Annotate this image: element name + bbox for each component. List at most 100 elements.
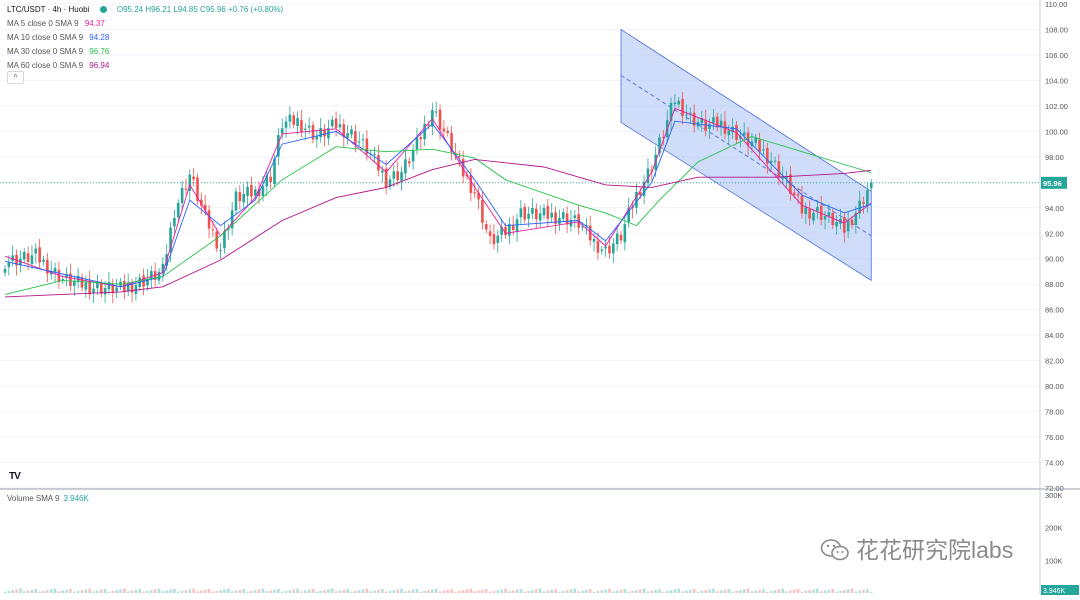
volume-bar — [665, 590, 669, 593]
y-tick-label: 90.00 — [1045, 255, 1064, 264]
candle — [473, 192, 476, 194]
volume-bar — [581, 590, 584, 593]
volume-bar — [789, 590, 792, 593]
volume-bar — [481, 589, 484, 593]
volume-bar — [30, 589, 34, 593]
volume-bar — [804, 590, 808, 593]
candle — [766, 148, 769, 164]
y-tick-label: 106.00 — [1045, 51, 1068, 60]
candle — [846, 220, 850, 232]
volume-bar — [446, 589, 450, 593]
volume-bar — [334, 591, 338, 593]
candle — [11, 255, 14, 261]
candle — [180, 187, 184, 203]
ohlc-values: O95.24 H96.21 L94.85 C95.96 +0.76 (+0.80… — [116, 5, 284, 14]
candle — [111, 284, 115, 294]
candle — [73, 280, 76, 286]
volume-bar — [384, 591, 388, 593]
candle — [7, 262, 11, 268]
candle — [377, 155, 380, 171]
volume-bar — [669, 590, 673, 593]
candle — [107, 282, 111, 290]
volume-legend[interactable]: Volume SMA 9 3.946K — [7, 494, 89, 503]
volume-bar — [38, 591, 41, 593]
volume-bar — [338, 590, 342, 593]
candle — [742, 132, 746, 136]
legend-ma10-row[interactable]: MA 10 close 0 SMA 9 94.28 — [7, 31, 283, 45]
y-tick-label: 74.00 — [1045, 459, 1064, 468]
volume-bar — [754, 590, 758, 593]
candle — [134, 285, 138, 294]
ma10-label: MA 10 close 0 SMA 9 — [7, 33, 84, 42]
candle — [458, 155, 461, 158]
volume-bar — [819, 591, 823, 593]
legend-ma30-row[interactable]: MA 30 close 0 SMA 9 96.76 — [7, 45, 283, 59]
legend-ma5-row[interactable]: MA 5 close 0 SMA 9 94.37 — [7, 17, 283, 31]
y-tick-label: 104.00 — [1045, 76, 1068, 85]
candle — [869, 182, 873, 189]
candle — [311, 125, 315, 140]
legend-collapse-button[interactable]: ^ — [7, 71, 24, 84]
volume-bar — [558, 591, 561, 593]
candle — [427, 124, 430, 126]
volume-bar — [750, 591, 754, 593]
y-tick-label: 102.00 — [1045, 102, 1068, 111]
volume-bar — [731, 591, 734, 593]
volume-bar — [388, 590, 392, 593]
candle — [488, 231, 492, 237]
ma60-label: MA 60 close 0 SMA 9 — [7, 61, 84, 70]
volume-bar — [708, 589, 711, 593]
tradingview-logo[interactable]: TV — [9, 471, 21, 482]
candle — [542, 207, 546, 216]
candle — [515, 219, 519, 232]
ma10-value: 94.28 — [89, 33, 110, 42]
candle — [531, 208, 534, 214]
volume-bar — [119, 589, 122, 593]
volume-bar — [53, 588, 57, 593]
volume-bar — [827, 589, 831, 593]
candle — [754, 137, 758, 143]
candle — [627, 207, 630, 223]
symbol-label[interactable]: LTC/USDT · 4h · Huobi — [7, 5, 90, 14]
volume-bar — [792, 589, 796, 593]
candle — [130, 283, 134, 293]
candle — [99, 282, 103, 294]
volume-tick-label: 100K — [1045, 556, 1063, 565]
volume-bar — [169, 589, 172, 593]
volume-bar — [330, 588, 334, 593]
candle — [223, 231, 226, 249]
volume-bar — [22, 591, 26, 593]
candle — [146, 279, 149, 286]
volume-bar — [88, 588, 91, 593]
candle — [746, 132, 750, 146]
y-tick-label: 100.00 — [1045, 127, 1068, 136]
volume-bar — [588, 588, 592, 593]
candle — [615, 233, 619, 245]
candle — [762, 149, 765, 151]
volume-bar — [500, 589, 503, 593]
volume-bar — [438, 591, 442, 593]
volume-bar — [49, 589, 53, 593]
volume-bar — [296, 588, 299, 593]
candle — [411, 150, 415, 162]
candle — [384, 168, 388, 188]
candle — [854, 212, 858, 225]
candle — [396, 171, 399, 181]
candle — [550, 212, 553, 218]
legend-ma60-row[interactable]: MA 60 close 0 SMA 9 96.94 — [7, 59, 283, 73]
volume-bar — [773, 590, 777, 593]
ma60-line — [4, 158, 872, 298]
volume-bar — [215, 590, 219, 593]
y-tick-label: 94.00 — [1045, 204, 1064, 213]
candle — [392, 171, 396, 179]
candle — [596, 241, 600, 253]
volume-bar — [689, 589, 692, 593]
volume-bar — [538, 588, 542, 593]
candle — [608, 245, 611, 254]
candle — [230, 210, 234, 229]
volume-bar — [365, 588, 369, 593]
volume-bar — [161, 591, 165, 593]
candle — [242, 194, 245, 203]
